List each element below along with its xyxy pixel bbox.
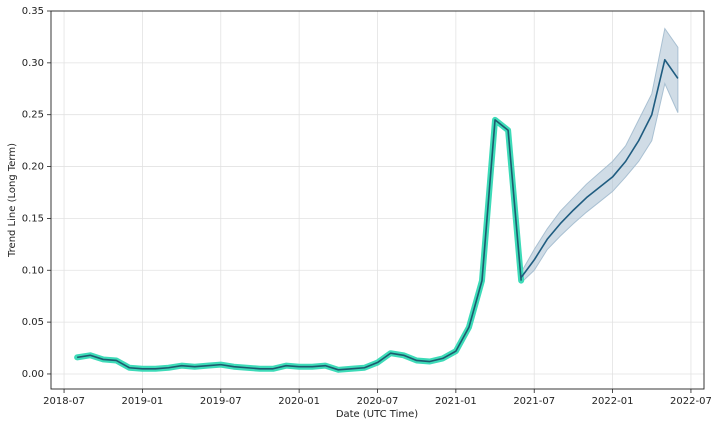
plot-frame <box>50 10 705 390</box>
x-tick-label: 2022-01 <box>592 396 634 407</box>
x-tick-label: 2019-07 <box>200 396 242 407</box>
y-tick-label: 0.15 <box>22 213 44 224</box>
y-tick-label: 0.35 <box>22 6 44 17</box>
y-axis-label: Trend Line (Long Term) <box>7 143 18 258</box>
y-tick-label: 0.30 <box>22 58 44 69</box>
x-tick-label: 2021-01 <box>435 396 477 407</box>
line <box>76 119 522 371</box>
y-tick-label: 0.05 <box>22 317 44 328</box>
x-axis-label: Date (UTC Time) <box>336 409 418 420</box>
x-tick-label: 2018-07 <box>43 396 85 407</box>
y-tick-label: 0.00 <box>22 369 44 380</box>
x-tick-label: 2022-07 <box>670 396 712 407</box>
y-tick-label: 0.25 <box>22 110 44 121</box>
x-tick-label: 2020-07 <box>357 396 399 407</box>
x-tick-label: 2021-07 <box>513 396 555 407</box>
x-tick-label: 2019-01 <box>122 396 164 407</box>
y-tick-label: 0.10 <box>22 265 44 276</box>
confidence-band <box>520 27 679 284</box>
y-tick-label: 0.20 <box>22 162 44 173</box>
x-tick-label: 2020-01 <box>278 396 320 407</box>
line <box>520 58 679 278</box>
